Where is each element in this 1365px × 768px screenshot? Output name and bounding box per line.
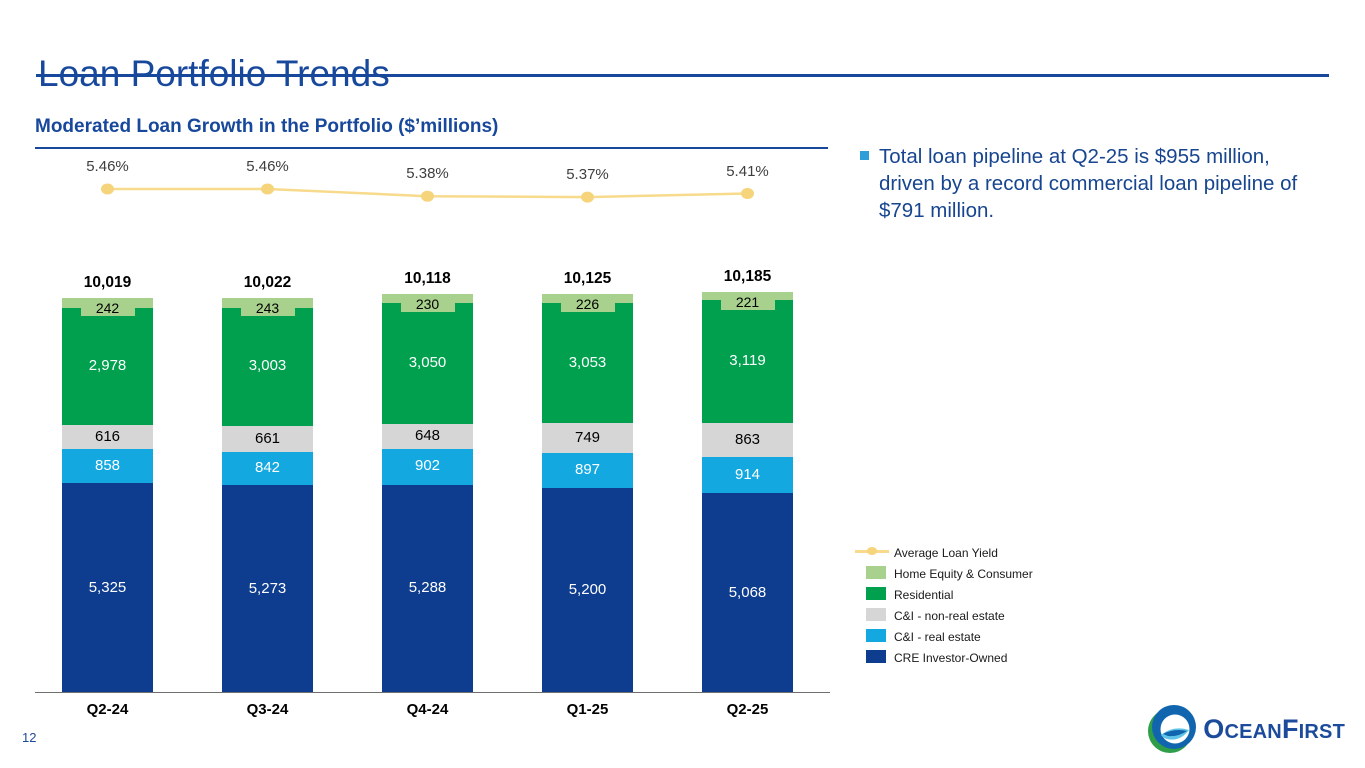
- segment-value-residential: 3,053: [568, 353, 607, 371]
- segment-value-cre-investor-owned: 5,273: [248, 579, 287, 597]
- segment-value-home-equity-consumer: 226: [560, 296, 615, 313]
- segment-value-c-i-real-estate: 858: [94, 456, 121, 474]
- legend-label: C&I - real estate: [894, 630, 981, 644]
- legend-label: Home Equity & Consumer: [894, 567, 1033, 581]
- bar-segment-c-i-real-estate: [542, 452, 633, 489]
- page-title: Loan Portfolio Trends: [38, 52, 390, 94]
- segment-value-c-i-real-estate: 842: [254, 459, 281, 477]
- logo-cean: CEAN: [1224, 720, 1282, 743]
- bar-segment-c-i-real-estate: [222, 452, 313, 486]
- segment-value-residential: 3,050: [408, 353, 447, 371]
- bar-segment-cre-investor-owned: [222, 485, 313, 693]
- callout: Total loan pipeline at Q2-25 is $955 mil…: [860, 143, 1330, 224]
- segment-value-cre-investor-owned: 5,200: [568, 581, 607, 599]
- yield-value-label: 5.38%: [406, 165, 449, 183]
- bar-segment-residential: [382, 303, 473, 424]
- bar-segment-c-i-real-estate: [702, 457, 793, 494]
- segment-value-cre-investor-owned: 5,325: [88, 578, 127, 596]
- logo-letter-f: F: [1281, 713, 1299, 744]
- bar-total-label: 10,185: [723, 267, 772, 285]
- bar-segment-residential: [542, 302, 633, 424]
- legend-label: Average Loan Yield: [894, 546, 998, 560]
- bar-segment-c-i-real-estate: [62, 449, 153, 484]
- segment-value-home-equity-consumer: 230: [400, 296, 455, 313]
- segment-value-cre-investor-owned: 5,068: [728, 583, 767, 601]
- segment-value-residential: 2,978: [88, 356, 127, 374]
- oceanfirst-logo-swirl-icon: [1148, 705, 1197, 753]
- segment-value-c-i-real-estate: 914: [734, 465, 761, 483]
- bar-segment-residential: [702, 300, 793, 424]
- x-axis-label: Q3-24: [246, 701, 289, 718]
- bar-segment-c-i-real-estate: [382, 449, 473, 485]
- segment-value-c-i-real-estate: 897: [574, 460, 601, 478]
- chart-title: Moderated Loan Growth in the Portfolio (…: [35, 116, 499, 137]
- bar-segment-cre-investor-owned: [542, 488, 633, 693]
- yield-marker-icon: [101, 183, 114, 195]
- bullet-square-icon: [860, 151, 869, 160]
- x-axis-line: [35, 692, 830, 694]
- segment-value-c-i-non-real-estate: 863: [734, 430, 761, 448]
- segment-value-c-i-non-real-estate: 648: [414, 426, 441, 444]
- segment-value-c-i-real-estate: 902: [414, 457, 441, 475]
- bar-segment-c-i-non-real-estate: [222, 426, 313, 453]
- bar-total-label: 10,019: [83, 274, 132, 292]
- yield-marker-icon: [421, 190, 434, 202]
- oceanfirst-logo-text: OCEANFIRST: [1203, 714, 1345, 745]
- bar-segment-residential: [62, 307, 153, 426]
- segment-value-residential: 3,119: [729, 352, 766, 370]
- segment-value-c-i-non-real-estate: 616: [94, 427, 121, 445]
- bar-segment-c-i-non-real-estate: [382, 423, 473, 450]
- x-axis-label: Q1-25: [566, 701, 609, 718]
- bar-total-label: 10,125: [563, 270, 612, 288]
- title-divider: [36, 74, 1329, 77]
- bar-total-label: 10,118: [404, 270, 451, 288]
- legend-color-swatch-icon: [866, 650, 886, 663]
- segment-value-c-i-non-real-estate: 661: [254, 429, 281, 447]
- yield-value-label: 5.41%: [726, 162, 769, 180]
- bar-segment-cre-investor-owned: [382, 484, 473, 693]
- logo-letter-o: O: [1203, 713, 1225, 744]
- segment-value-cre-investor-owned: 5,288: [408, 579, 447, 597]
- segment-value-home-equity-consumer: 221: [720, 293, 775, 310]
- x-axis-label: Q2-25: [726, 701, 769, 718]
- legend-color-swatch-icon: [866, 587, 886, 600]
- callout-text: Total loan pipeline at Q2-25 is $955 mil…: [879, 145, 1298, 222]
- yield-marker-icon: [581, 191, 594, 203]
- bar-total-label: 10,022: [243, 274, 292, 292]
- legend-color-swatch-icon: [866, 608, 886, 621]
- bar-segment-residential: [222, 307, 313, 427]
- segment-value-home-equity-consumer: 243: [240, 300, 295, 317]
- bar-segment-cre-investor-owned: [62, 483, 153, 693]
- bar-segment-c-i-non-real-estate: [542, 423, 633, 453]
- legend-label: CRE Investor-Owned: [894, 651, 1008, 665]
- average-loan-yield-line: [101, 183, 754, 203]
- segment-value-home-equity-consumer: 242: [80, 300, 135, 317]
- x-axis-label: Q2-24: [86, 701, 129, 718]
- yield-value-label: 5.37%: [566, 166, 609, 184]
- legend-color-swatch-icon: [866, 566, 886, 579]
- x-axis-label: Q4-24: [406, 701, 449, 718]
- bar-segment-cre-investor-owned: [702, 493, 793, 693]
- legend-label: C&I - non-real estate: [894, 609, 1005, 623]
- yield-marker-icon: [261, 183, 274, 195]
- segment-value-c-i-non-real-estate: 749: [574, 428, 601, 446]
- legend-label: Residential: [894, 588, 954, 602]
- bar-segment-c-i-non-real-estate: [702, 423, 793, 458]
- bar-segment-c-i-non-real-estate: [62, 425, 153, 450]
- logo-irst: IRST: [1298, 720, 1345, 743]
- segment-value-residential: 3,003: [248, 357, 287, 375]
- chart-title-divider: [35, 147, 828, 149]
- oceanfirst-logo: OCEANFIRST: [1147, 704, 1345, 754]
- page-number: 12: [22, 730, 37, 745]
- yield-value-label: 5.46%: [86, 158, 129, 175]
- yield-marker-icon: [741, 188, 754, 199]
- legend-color-swatch-icon: [866, 629, 886, 642]
- legend-marker-dot-icon: [867, 547, 877, 555]
- yield-value-label: 5.46%: [246, 158, 289, 175]
